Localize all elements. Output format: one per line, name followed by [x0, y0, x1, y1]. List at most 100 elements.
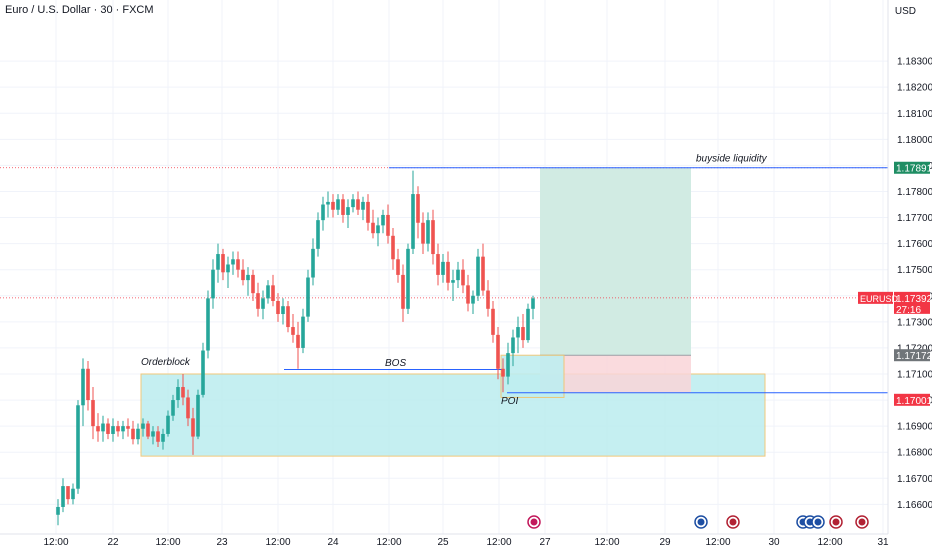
price-tick-label: 1.17100 — [897, 369, 932, 380]
time-tick-label: 27 — [539, 537, 551, 548]
candle-body — [376, 225, 380, 234]
time-tick-label: 23 — [216, 537, 228, 548]
time-tick-label: 12:00 — [155, 537, 180, 548]
candle-body — [276, 300, 280, 315]
candle-body — [66, 486, 70, 500]
candle-body — [466, 285, 470, 304]
candle-body — [491, 308, 495, 335]
candle-body — [431, 220, 435, 255]
candle-body — [151, 431, 155, 437]
time-tick-label: 12:00 — [486, 537, 511, 548]
candle-body — [181, 387, 185, 398]
candle-body — [241, 269, 245, 281]
price-tick-label: 1.17700 — [897, 213, 932, 224]
candle-body — [351, 199, 355, 208]
candle-body — [391, 235, 395, 260]
candle-body — [486, 290, 490, 309]
candle-body — [461, 269, 465, 286]
time-tick-label: 12:00 — [265, 537, 290, 548]
candle-body — [496, 334, 500, 369]
price-tick-label: 1.16600 — [897, 500, 932, 511]
candle-body — [341, 199, 345, 215]
high-price-label: 1.17891 — [896, 164, 932, 175]
candle-body — [306, 277, 310, 317]
candle-body — [416, 194, 420, 223]
price-tick-label: 1.17200 — [897, 343, 932, 354]
candle-body — [246, 274, 250, 281]
price-tick-label: 1.18100 — [897, 109, 932, 120]
candle-body — [401, 274, 405, 309]
candle-body — [156, 431, 160, 442]
price-tick-label: 1.17600 — [897, 239, 932, 250]
candle-body — [91, 400, 95, 427]
candle-body — [336, 199, 340, 210]
price-tick-label: 1.18000 — [897, 135, 932, 146]
stop-zone — [540, 355, 691, 393]
candle-body — [511, 337, 515, 354]
price-tick-label: 1.18300 — [897, 57, 932, 68]
candle-body — [141, 423, 145, 429]
candle-body — [301, 316, 305, 348]
candle-body — [251, 274, 255, 294]
candle-body — [56, 506, 60, 515]
candle-body — [501, 368, 505, 377]
candle-body — [411, 194, 415, 249]
price-tick-label: 1.17500 — [897, 265, 932, 276]
candle-body — [176, 387, 180, 401]
candle-body — [101, 423, 105, 432]
orderblock-label: Orderblock — [141, 357, 191, 368]
time-tick-label: 12:00 — [817, 537, 842, 548]
chart-title: Euro / U.S. Dollar · 30 · FXCM — [5, 4, 154, 16]
candle-body — [116, 426, 120, 432]
candle-body — [291, 327, 295, 335]
candle-body — [441, 261, 445, 275]
candle-body — [516, 327, 520, 338]
current-price-label: 27:16 — [896, 305, 921, 316]
candle-body — [521, 327, 525, 341]
candle-body — [271, 285, 275, 301]
eu-event-icon-inner — [814, 518, 822, 526]
candle-body — [106, 423, 110, 434]
candle-body — [286, 306, 290, 328]
low-price-label-bg — [894, 393, 930, 406]
candle-body — [456, 269, 460, 281]
candle-body — [226, 264, 230, 273]
us-event-icon-inner — [858, 518, 866, 526]
candle-body — [171, 400, 175, 416]
candle-body — [121, 426, 125, 432]
candle-body — [86, 368, 90, 401]
candle-body — [361, 201, 365, 210]
current-price-label: 1.17392 — [896, 294, 932, 305]
currency-label: USD — [894, 6, 916, 17]
time-tick-label: 12:00 — [594, 537, 619, 548]
low-price-label: 1.17001 — [896, 396, 932, 407]
high-price-label-bg — [894, 161, 930, 174]
candle-body — [421, 222, 425, 244]
candle-body — [436, 254, 440, 275]
candle-body — [446, 261, 450, 283]
price-axis-bg — [888, 0, 932, 550]
candle-body — [261, 298, 265, 309]
liquidity-label: buyside liquidity — [696, 153, 768, 164]
entry-price-label: 1.17172 — [896, 351, 932, 362]
candle-body — [161, 433, 165, 442]
candle-body — [96, 426, 100, 432]
candle-body — [61, 486, 65, 507]
candle-body — [371, 222, 375, 234]
poi-label: POI — [501, 396, 518, 407]
candle-body — [406, 248, 410, 309]
candle-body — [81, 368, 85, 406]
candle-body — [526, 308, 530, 341]
us-event-icon-inner — [729, 518, 737, 526]
candle-body — [311, 248, 315, 278]
candle-body — [346, 207, 350, 215]
candle-body — [266, 285, 270, 299]
time-tick-label: 12:00 — [705, 537, 730, 548]
symbol-label-bg — [858, 291, 893, 304]
candle-body — [326, 201, 330, 205]
candle-body — [321, 204, 325, 221]
time-tick-label: 12:00 — [43, 537, 68, 548]
candle-body — [256, 293, 260, 309]
